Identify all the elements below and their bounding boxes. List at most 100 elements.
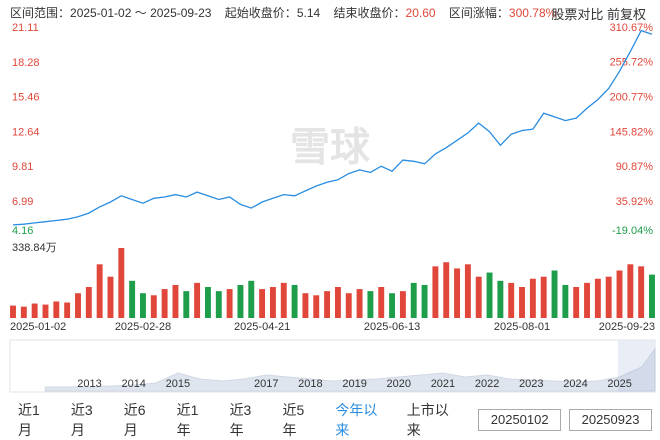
navigator-tick-label: 2015 <box>166 378 190 390</box>
period-button[interactable]: 上市以来 <box>406 402 449 438</box>
volume-bar <box>627 264 634 318</box>
volume-bar <box>356 289 363 318</box>
navigator-tick-label: 2020 <box>387 378 411 390</box>
x-tick-label: 2025-09-23 <box>599 321 655 333</box>
volume-bar <box>302 293 309 318</box>
volume-bar <box>367 291 374 318</box>
end: 20.60 <box>405 6 436 20</box>
volume-bar <box>75 293 81 318</box>
volume-bar <box>324 291 331 318</box>
volume-bar <box>259 289 266 318</box>
volume-bar <box>118 248 125 318</box>
volume-bar <box>497 280 504 318</box>
label: 区间涨幅： <box>448 6 509 20</box>
volume-bar <box>399 291 406 318</box>
navigator-tick-label: 2017 <box>254 378 278 390</box>
period-button[interactable]: 近3年 <box>229 402 252 438</box>
x-tick-label: 2025-01-02 <box>10 321 66 333</box>
volume-bar <box>280 282 287 318</box>
volume-bar <box>291 284 298 318</box>
y-tick-label: 6.99 <box>12 196 33 208</box>
volume-bar <box>508 282 515 318</box>
volume-bar <box>616 270 623 318</box>
label: 区间范围： <box>10 6 71 20</box>
volume-bar <box>215 291 222 318</box>
volume-bar <box>64 302 71 318</box>
y2-tick-label: 200.77% <box>610 92 654 104</box>
volume-bar <box>573 287 580 318</box>
y2-tick-label: 145.82% <box>610 126 654 138</box>
volume-bar <box>161 289 168 318</box>
volume-bar <box>584 282 590 318</box>
volume-bar <box>42 304 49 318</box>
period-button[interactable]: 近1月 <box>18 402 40 438</box>
volume-bar <box>150 295 157 318</box>
label: 起始收盘价： <box>224 6 297 20</box>
y-tick-label: 21.11 <box>12 22 39 34</box>
volume-bar <box>594 278 601 318</box>
navigator-tick-label: 2023 <box>519 378 543 390</box>
volume-bar <box>519 287 525 318</box>
volume-bar <box>194 282 201 318</box>
volume-bar <box>562 284 569 318</box>
navigator-tick-label: 2022 <box>475 378 499 390</box>
compare[interactable]: 股票对比 <box>551 7 604 22</box>
volume-bar <box>529 278 536 318</box>
period-button[interactable]: 近1年 <box>176 402 199 438</box>
navigator-area <box>44 347 656 392</box>
tools: 股票对比 前复权 <box>551 4 646 23</box>
volume-bar <box>85 287 92 318</box>
volume-bar <box>31 303 38 318</box>
volume-bar <box>475 276 482 318</box>
x-tick-label: 2025-06-13 <box>364 321 420 333</box>
adjust[interactable]: 前复权 <box>606 7 646 22</box>
volume-bar <box>454 268 461 318</box>
volume-bar <box>345 293 352 318</box>
volume-bar <box>464 264 471 318</box>
controls: 近1月 近3月 近6月 近1年 近3年 近5年 今年以来 上市以来 20250102 202509… <box>18 400 660 440</box>
y2-tick-label: 35.92% <box>616 196 654 208</box>
volume-tick-label: 338.84万 <box>12 242 57 254</box>
x-tick-label: 2025-02-28 <box>115 321 171 333</box>
x-tick-label: 2025-08-01 <box>494 321 550 333</box>
navigator-tick-label: 2018 <box>298 378 322 390</box>
volume-bar <box>443 262 450 318</box>
volume-bar <box>140 293 146 318</box>
label: 结束收盘价： <box>333 6 406 20</box>
y-tick-label: 4.16 <box>12 225 33 237</box>
period-button[interactable]: 近3月 <box>70 402 93 438</box>
volume-bar <box>313 295 320 318</box>
volume-bar <box>432 266 439 318</box>
header: 区间范围：2025-01-02 ～ 2025-09-23 起始收盘价：5.14 … <box>10 4 566 21</box>
y-tick-label: 18.28 <box>12 57 40 69</box>
volume-bar <box>649 274 655 318</box>
navigator-tick-label: 2014 <box>121 378 145 390</box>
y2-tick-label: 255.72% <box>610 57 654 69</box>
page: 区间范围：2025-01-02 ～ 2025-09-23 起始收盘价：5.14 … <box>9 4 656 438</box>
volume-bar <box>410 282 417 318</box>
navigator-tick-label: 2019 <box>342 378 366 390</box>
navigator-tick-label: 2013 <box>77 378 101 390</box>
start: 5.14 <box>296 6 321 20</box>
volume-bar <box>421 284 428 318</box>
volume-bar <box>389 293 396 318</box>
volume-bar <box>269 287 276 318</box>
period-button[interactable]: 近6月 <box>123 402 146 438</box>
volume-bar <box>378 287 385 318</box>
volume-bar <box>10 305 16 318</box>
y-tick-label: 15.46 <box>12 92 40 104</box>
volume-bar <box>96 264 103 318</box>
navigator-window <box>618 340 655 392</box>
volume-bar <box>226 289 233 318</box>
volume-bar <box>204 287 211 318</box>
volume-bar <box>20 306 27 318</box>
volume-bar <box>638 266 645 318</box>
period-button[interactable]: 今年以来 <box>335 402 378 438</box>
y2-tick-label: -19.04% <box>612 225 653 237</box>
volume-bar <box>605 276 612 318</box>
watermark: 雪球 <box>290 126 371 170</box>
volume-bar <box>129 280 136 318</box>
y-tick-label: 9.81 <box>12 161 33 173</box>
period-button[interactable]: 近5年 <box>282 402 305 438</box>
price-line <box>12 29 653 226</box>
